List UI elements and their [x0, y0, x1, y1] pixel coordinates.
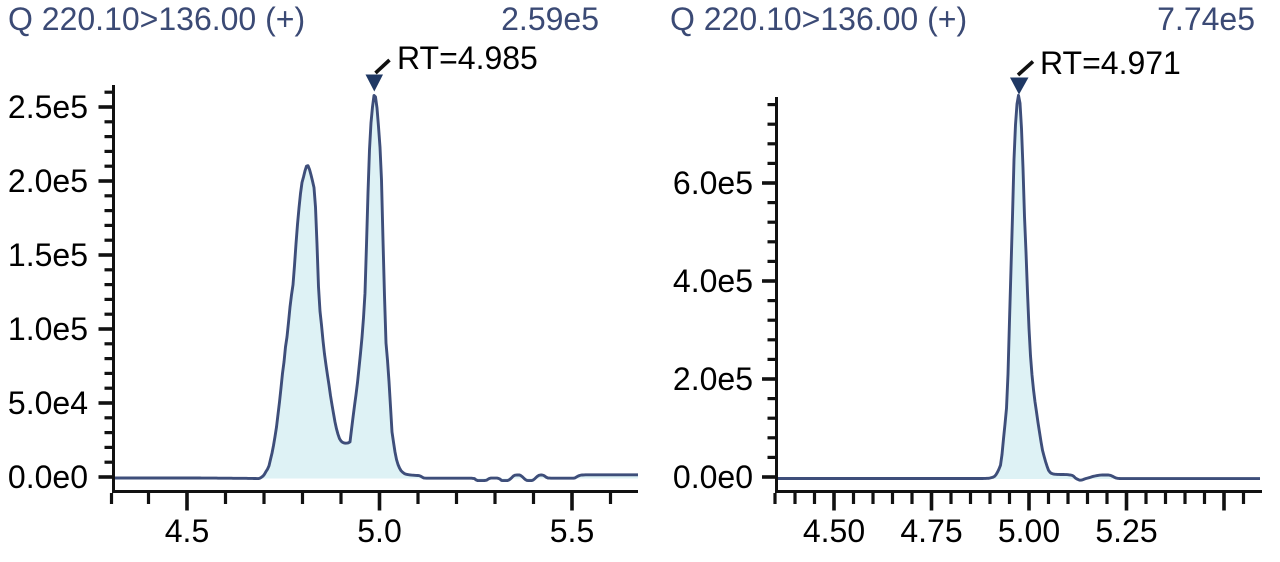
- svg-text:2.5e5: 2.5e5: [8, 89, 88, 125]
- svg-text:7.74e5: 7.74e5: [1157, 1, 1255, 37]
- svg-text:RT=4.971: RT=4.971: [1040, 45, 1181, 81]
- svg-text:5.0: 5.0: [357, 513, 401, 549]
- svg-text:4.50: 4.50: [803, 513, 865, 549]
- svg-text:2.0e5: 2.0e5: [8, 163, 88, 199]
- svg-text:1.0e5: 1.0e5: [8, 311, 88, 347]
- svg-text:Q 220.10>136.00 (+): Q 220.10>136.00 (+): [8, 1, 305, 37]
- svg-text:1.5e5: 1.5e5: [8, 237, 88, 273]
- svg-text:2.59e5: 2.59e5: [501, 1, 599, 37]
- svg-text:4.0e5: 4.0e5: [673, 263, 753, 299]
- svg-text:6.0e5: 6.0e5: [673, 165, 753, 201]
- svg-text:Q 220.10>136.00 (+): Q 220.10>136.00 (+): [670, 1, 967, 37]
- svg-text:5.0e4: 5.0e4: [8, 385, 88, 421]
- svg-text:2.0e5: 2.0e5: [673, 361, 753, 397]
- svg-text:5.5: 5.5: [550, 513, 594, 549]
- svg-text:0.0e0: 0.0e0: [8, 459, 88, 495]
- svg-text:0.0e0: 0.0e0: [673, 459, 753, 495]
- svg-text:4.5: 4.5: [165, 513, 209, 549]
- svg-text:5.00: 5.00: [998, 513, 1060, 549]
- svg-text:5.25: 5.25: [1095, 513, 1157, 549]
- svg-text:4.75: 4.75: [900, 513, 962, 549]
- svg-text:RT=4.985: RT=4.985: [397, 40, 538, 76]
